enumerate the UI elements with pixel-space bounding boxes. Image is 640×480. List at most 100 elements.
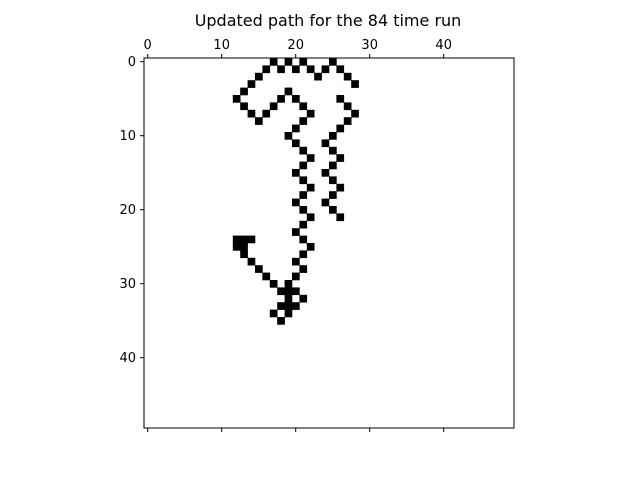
- path-cell: [314, 72, 322, 81]
- path-cell: [321, 139, 330, 148]
- path-cell: [343, 102, 352, 111]
- path-cell: [284, 87, 293, 96]
- path-cell: [343, 72, 352, 81]
- path-cell: [292, 272, 300, 281]
- path-cell: [329, 146, 337, 155]
- path-cell: [284, 280, 293, 288]
- path-cell: [284, 287, 293, 296]
- path-cell: [240, 102, 248, 111]
- path-cell: [269, 309, 278, 318]
- chart-title: Updated path for the 84 time run: [195, 11, 462, 30]
- path-cell: [299, 102, 308, 111]
- x-tick-label: 0: [144, 38, 152, 53]
- path-cell: [329, 191, 337, 199]
- x-tick-label: 20: [287, 38, 304, 53]
- path-cell: [292, 302, 300, 310]
- path-cell: [321, 198, 330, 207]
- path-cell: [292, 228, 300, 236]
- path-cell: [336, 154, 345, 162]
- path-cell: [299, 146, 308, 155]
- path-cell: [299, 191, 308, 199]
- path-cell: [299, 161, 308, 170]
- path-cell: [284, 294, 293, 303]
- path-cell: [292, 198, 300, 207]
- path-cell: [299, 220, 308, 229]
- y-tick-label: 30: [119, 277, 136, 292]
- path-cell: [240, 87, 248, 96]
- path-cell: [336, 124, 345, 133]
- y-tick-label: 0: [128, 55, 136, 70]
- x-tick-label: 10: [213, 38, 230, 53]
- path-cell: [284, 58, 293, 66]
- path-cell: [299, 58, 308, 66]
- path-cell: [299, 294, 308, 303]
- y-tick-label: 40: [119, 351, 136, 366]
- path-cell: [292, 95, 300, 103]
- path-cell: [255, 117, 263, 125]
- path-cell: [277, 287, 285, 296]
- path-cell: [284, 302, 293, 310]
- path-cell: [329, 58, 337, 66]
- path-cell: [321, 169, 330, 177]
- path-cell: [247, 235, 256, 244]
- path-cell: [329, 176, 337, 185]
- path-cell: [299, 265, 308, 273]
- path-cell: [262, 109, 271, 118]
- path-cell: [306, 154, 315, 162]
- path-cell: [299, 206, 308, 214]
- path-cell: [292, 169, 300, 177]
- path-cell: [292, 124, 300, 133]
- x-tick-label: 30: [361, 38, 378, 53]
- path-cell: [269, 102, 278, 111]
- path-cell: [247, 109, 256, 118]
- y-axis: 0 10 20 30 40: [119, 55, 144, 366]
- path-cell: [329, 161, 337, 170]
- path-cell: [232, 235, 241, 244]
- path-cell: [247, 80, 256, 88]
- path-cell: [240, 250, 248, 259]
- plot-frame: [143, 57, 515, 429]
- path-cell: [262, 272, 271, 281]
- path-cell: [247, 257, 256, 266]
- path-cell: [232, 243, 241, 251]
- path-cell: [299, 176, 308, 185]
- path-cell: [292, 139, 300, 148]
- path-cell: [299, 117, 308, 125]
- y-tick-label: 10: [119, 129, 136, 144]
- path-cell: [232, 95, 241, 103]
- x-axis: 0 10 20 30 40: [144, 38, 452, 432]
- path-cell: [277, 65, 285, 74]
- path-cell: [292, 65, 300, 74]
- path-cell: [240, 243, 248, 251]
- path-cell: [306, 65, 315, 74]
- path-cell: [336, 183, 345, 192]
- y-tick-label: 20: [119, 203, 136, 218]
- path-cells: [232, 58, 359, 325]
- path-cell: [277, 95, 285, 103]
- path-cell: [329, 206, 337, 214]
- path-cell: [336, 65, 345, 74]
- path-cell: [292, 287, 300, 296]
- path-cell: [306, 213, 315, 222]
- path-cell: [269, 280, 278, 288]
- path-cell: [284, 132, 293, 140]
- path-cell: [306, 109, 315, 118]
- path-cell: [351, 80, 359, 88]
- path-cell: [336, 95, 345, 103]
- path-cell: [284, 309, 293, 318]
- path-cell: [269, 58, 278, 66]
- path-cell: [336, 213, 345, 222]
- path-cell: [329, 132, 337, 140]
- path-cell: [292, 257, 300, 266]
- path-cell: [351, 109, 359, 118]
- path-cell: [240, 235, 248, 244]
- path-cell: [255, 72, 263, 81]
- path-cell: [277, 302, 285, 310]
- path-cell: [262, 65, 271, 74]
- path-cell: [343, 117, 352, 125]
- path-cell: [277, 317, 285, 325]
- path-cell: [255, 265, 263, 273]
- path-cell: [299, 250, 308, 259]
